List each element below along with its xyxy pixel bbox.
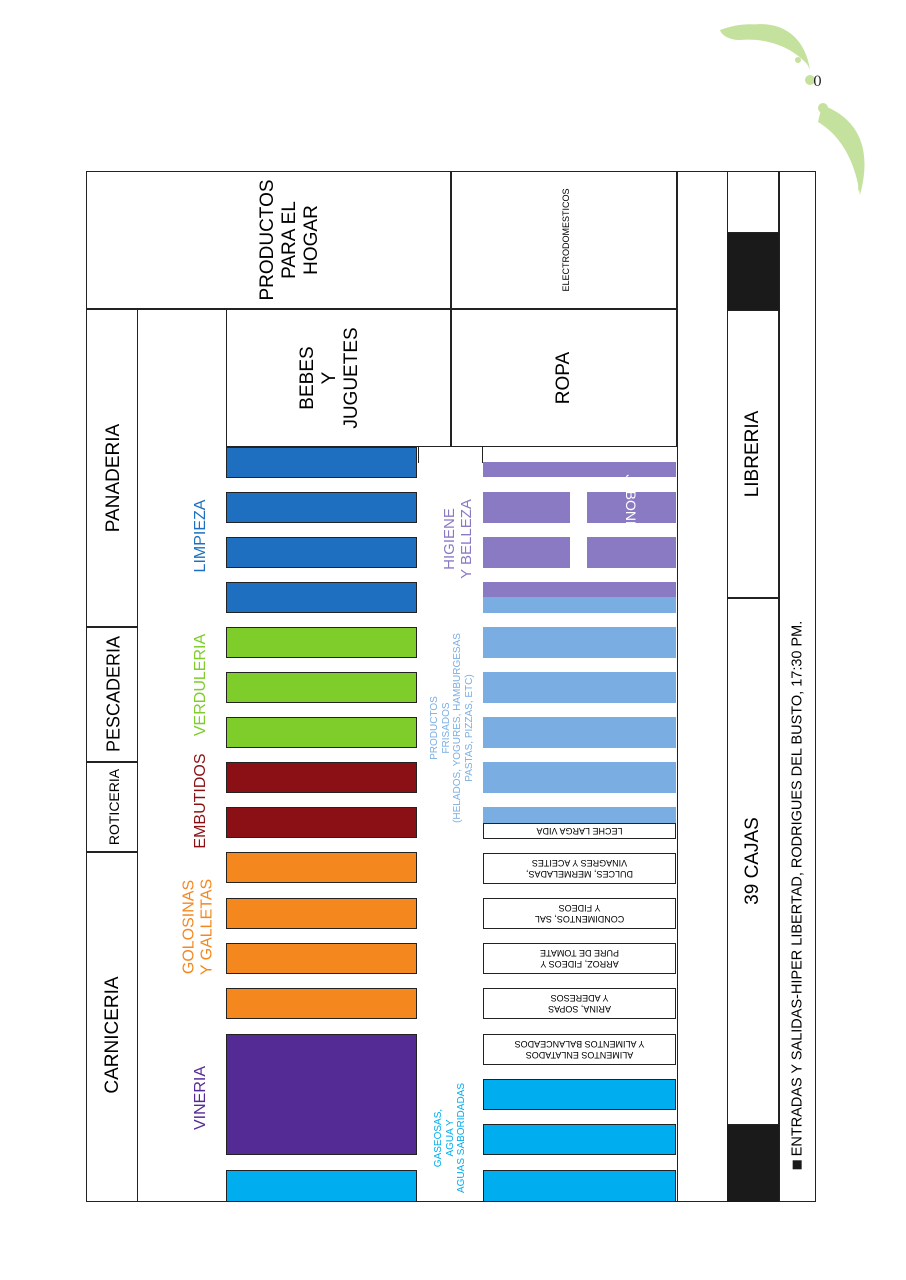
aisle-arroz: ARROZ, FIDEOS Y PURE DE TOMATE	[483, 943, 676, 974]
legend: ENTRADAS Y SALIDAS-HIPER LIBERTAD, RODRI…	[790, 621, 807, 1170]
shelf-verduleria	[226, 717, 417, 748]
shelf-congelados	[483, 807, 676, 823]
box-top-right	[727, 171, 779, 233]
aisle-dulces: DULCES, MERMELADAS, VINAGRES Y ACEITES	[483, 853, 676, 884]
higiene-label: HIGIENE Y BELLEZA	[440, 499, 475, 579]
page-number: 0	[813, 74, 822, 90]
roticeria-label: ROTICERIA	[105, 768, 122, 846]
section-ropa	[451, 309, 677, 447]
cajas-label: 39 CAJAS	[742, 817, 764, 905]
shelf-congelados	[483, 627, 676, 658]
shelf-golosinas	[226, 988, 417, 1019]
gaseosas-label: GASEOSAS, AGUA Y AGUAS SABORIDADAS	[432, 1082, 467, 1194]
shelf-embutidos	[226, 807, 417, 838]
section-libreria	[727, 310, 779, 598]
shelf-congelados	[483, 672, 676, 703]
congelados-label: PRODUCTOS FRISADOS (HELADOS, YOGURES, HA…	[429, 633, 475, 823]
pescaderia-label: PESCADERIA	[103, 635, 124, 753]
section-panaderia	[86, 309, 138, 627]
entrance-top	[727, 233, 779, 310]
shelf-gaseosas	[226, 1170, 417, 1202]
shelf-embutidos	[226, 762, 417, 793]
golosinas-label: GOLOSINAS Y GALLETAS	[180, 878, 216, 976]
shelf-higiene	[483, 537, 570, 568]
jabones-label: JABONES	[623, 474, 640, 540]
section-carniceria	[86, 852, 138, 1202]
shelf-limpieza	[226, 537, 417, 568]
aisle-leche: LECHE LARGA VIDA	[483, 823, 676, 839]
panaderia-label: PANADERIA	[103, 423, 125, 533]
shelf-verduleria	[226, 627, 417, 658]
shelf-limpieza	[226, 492, 417, 523]
shelf-gaseosas	[483, 1079, 676, 1110]
shelf-golosinas	[226, 943, 417, 974]
embutidos-label: EMBUTIDOS	[191, 753, 209, 849]
section-electrodomesticos	[451, 171, 677, 309]
legend-square-icon	[792, 1160, 802, 1170]
shelf-higiene	[483, 492, 570, 523]
carniceria-label: CARNICERIA	[102, 976, 124, 1094]
shelf-congelados	[483, 717, 676, 748]
shelf-golosinas	[226, 898, 417, 929]
shelf-vineria	[226, 1034, 417, 1155]
shelf-limpieza	[226, 582, 417, 613]
shelf-verduleria	[226, 672, 417, 703]
section-roticeria	[86, 762, 138, 852]
verduleria-label: VERDULERIA	[191, 633, 209, 737]
shelf-congelados	[483, 762, 676, 793]
shelf-jabones	[587, 492, 676, 523]
aisle-alimentos-enlatados: ALIMENTOS ENLATADOS Y ALIMENTOS BALANCEA…	[483, 1034, 676, 1065]
shelf-higiene	[483, 582, 676, 597]
section-cajas	[727, 598, 779, 1125]
entrance-bottom	[727, 1125, 779, 1202]
shelf-golosinas	[226, 852, 417, 883]
aisle-harina: ARINA, SOPAS Y ADERESOS	[483, 988, 676, 1019]
shelf-gaseosas	[483, 1170, 676, 1202]
section-pescaderia	[86, 627, 138, 762]
aisle-condimentos: CONDIMENTOS, SAL Y FIDEOS	[483, 898, 676, 929]
shelf-higiene	[587, 537, 676, 568]
ropa-label: ROPA	[553, 351, 575, 405]
shelf-higiene	[483, 462, 676, 477]
vineria-label: VINERIA	[191, 1065, 209, 1131]
bebes-juguetes-label: BEBES Y JUGUETES	[297, 327, 362, 429]
electrodomesticos-label: ELECTRODOMESTICOS	[560, 188, 571, 292]
productos-hogar-label: PRODUCTOS PARA EL HOGAR	[257, 179, 322, 301]
shelf-limpieza	[226, 447, 417, 478]
section-productos-hogar	[86, 171, 451, 309]
leaf-ornament-icon	[720, 24, 865, 195]
limpieza-label: LIMPIEZA	[191, 499, 209, 573]
libreria-label: LIBRERIA	[742, 410, 764, 498]
shelf-gaseosas	[483, 1124, 676, 1155]
section-bebes-juguetes	[226, 309, 451, 447]
shelf-congelados	[483, 597, 676, 613]
